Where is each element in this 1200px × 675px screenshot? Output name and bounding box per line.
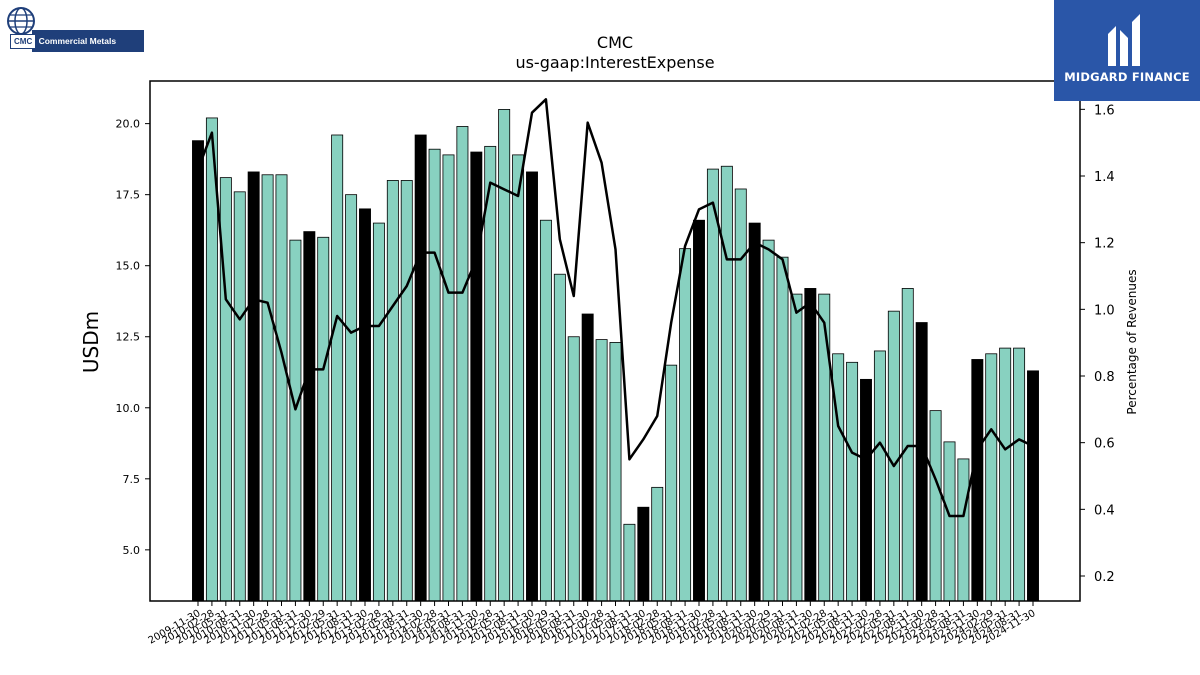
- bar-quarter: [762, 239, 775, 602]
- bar-annual: [359, 208, 371, 602]
- x-axis: 2009-11-302010-02-282010-05-312010-08-31…: [147, 601, 1038, 647]
- bar-quarter: [498, 109, 511, 602]
- y2-tick-label: 0.2: [1094, 570, 1115, 585]
- bar-annual: [414, 134, 427, 602]
- bar-quarter: [372, 222, 385, 602]
- bar-quarter: [553, 273, 566, 602]
- bar-annual: [860, 378, 872, 602]
- bar-quarter: [720, 165, 733, 602]
- y-tick-label: 20.0: [116, 118, 141, 131]
- company-name: Commercial Metals: [38, 36, 117, 46]
- y-tick-label: 10.0: [116, 402, 141, 415]
- left-axis: 5.0 7.5 10.0 12.5 15.0 17.5 20.0: [116, 118, 150, 557]
- bar-annual: [915, 322, 928, 602]
- bar-quarter: [999, 347, 1012, 602]
- percentage-line: [196, 98, 1034, 518]
- bar-quarter: [776, 256, 789, 602]
- bar-quarter: [734, 188, 747, 602]
- bar-annual: [470, 151, 483, 602]
- bar-annual: [247, 171, 260, 602]
- y-tick-label: 5.0: [123, 544, 141, 557]
- y-axis-label: USDm: [79, 311, 103, 373]
- bar-quarter: [484, 145, 497, 602]
- bar-quarter: [679, 248, 692, 602]
- bar-quarter: [790, 293, 803, 602]
- bar-annual: [1027, 370, 1039, 602]
- bar-quarter: [386, 180, 399, 602]
- y2-tick-label: 0.4: [1094, 503, 1115, 518]
- bar-annual: [637, 506, 650, 602]
- bar-quarter: [1013, 347, 1026, 602]
- y-tick-label: 12.5: [116, 331, 141, 344]
- bar-quarter: [609, 342, 622, 602]
- bar-quarter: [887, 310, 900, 602]
- bar-annual: [693, 219, 705, 602]
- bar-group: [192, 109, 1039, 602]
- y2-tick-label: 1.0: [1094, 303, 1115, 318]
- y-tick-label: 17.5: [116, 189, 141, 202]
- sponsor-name: MIDGARD FINANCE: [1064, 70, 1190, 84]
- y-tick-label: 15.0: [116, 260, 141, 273]
- bar-quarter: [985, 353, 998, 602]
- bar-quarter: [317, 236, 330, 602]
- bar-quarter: [456, 126, 469, 602]
- bar-quarter: [846, 361, 859, 602]
- bar-quarter: [442, 154, 455, 602]
- bar-annual: [192, 140, 204, 602]
- chart-title: CMC: [597, 33, 633, 52]
- bar-quarter: [275, 174, 288, 602]
- bar-quarter: [233, 191, 246, 602]
- y2-tick-label: 1.4: [1094, 170, 1115, 185]
- company-tag: CMC: [10, 34, 37, 49]
- bar-quarter: [929, 410, 942, 602]
- bar-quarter: [818, 293, 831, 602]
- bar-quarter: [261, 174, 274, 602]
- midgard-mark-icon: [1108, 14, 1140, 66]
- sponsor-logo: MIDGARD FINANCE: [1054, 0, 1200, 101]
- y-tick-label: 7.5: [123, 473, 141, 486]
- company-logo: CMC Commercial Metals: [4, 6, 144, 52]
- bar-annual: [971, 359, 984, 602]
- y2-tick-label: 1.2: [1094, 237, 1115, 252]
- bar-annual: [526, 171, 538, 602]
- bar-quarter: [873, 350, 886, 602]
- bar-quarter: [943, 441, 956, 602]
- bar-quarter: [289, 239, 302, 602]
- y2-tick-label: 0.6: [1094, 437, 1115, 452]
- bar-annual: [581, 313, 594, 602]
- bar-quarter: [331, 134, 344, 602]
- bar-quarter: [428, 148, 441, 602]
- bar-quarter: [665, 364, 678, 602]
- bar-quarter: [706, 168, 719, 602]
- right-axis: 0.2 0.4 0.6 0.8 1.0 1.2 1.4 1.6: [1080, 103, 1115, 585]
- y2-tick-label: 0.8: [1094, 370, 1115, 385]
- y2-axis-label: Percentage of Revenues: [1125, 269, 1139, 414]
- bar-quarter: [595, 339, 608, 602]
- y2-tick-label: 1.6: [1094, 103, 1115, 118]
- bar-annual: [804, 288, 817, 602]
- bar-annual: [303, 231, 316, 602]
- bar-quarter: [567, 336, 580, 602]
- chart-subtitle: us-gaap:InterestExpense: [515, 53, 714, 72]
- bar-annual: [748, 222, 761, 602]
- bar-quarter: [957, 458, 970, 602]
- company-name-banner: CMC Commercial Metals: [10, 30, 144, 52]
- bar-quarter: [901, 288, 914, 602]
- bar-quarter: [651, 486, 664, 602]
- bar-quarter: [512, 154, 525, 602]
- bar-quarter: [345, 194, 358, 602]
- bar-quarter: [623, 523, 636, 602]
- line-group: [196, 98, 1034, 518]
- bar-quarter: [400, 180, 413, 602]
- bar-quarter: [539, 219, 552, 602]
